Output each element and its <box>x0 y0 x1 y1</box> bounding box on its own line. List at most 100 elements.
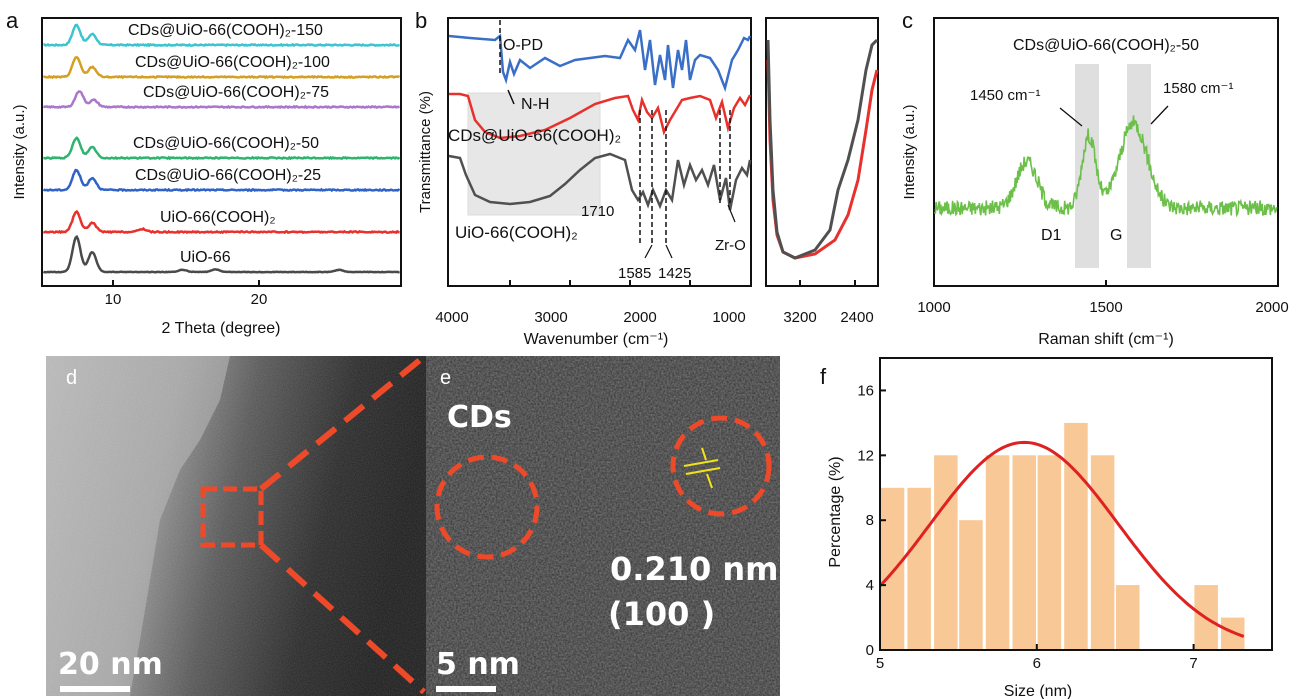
panel-c-band-d1 <box>1075 64 1099 268</box>
panel-b: b O-PD N-H CDs@UiO-66(COOH)₂ UiO-66(COOH… <box>415 8 879 348</box>
panel-f-bar <box>985 455 1010 650</box>
panel-f-y-axis: 0 4 8 12 16 <box>857 382 886 659</box>
panel-e-scale-bar <box>436 686 496 692</box>
panel-b-annotation-1425: 1425 <box>658 265 691 282</box>
panel-b-y-label: Transmittance (%) <box>417 91 434 213</box>
panel-c-annotation-1580: 1580 cm⁻¹ <box>1163 80 1233 97</box>
panel-c-series-line <box>933 115 1278 218</box>
panel-b-x-tick: 1000 <box>712 309 745 326</box>
panel-a-series-line <box>43 23 400 48</box>
panel-a-x-axis: 10 20 2 Theta (degree) <box>105 280 281 337</box>
panel-f-bar <box>934 455 958 650</box>
panel-a-frame <box>41 17 402 287</box>
panel-b-x-label: Wavenumber (cm⁻¹) <box>524 331 669 348</box>
panel-b-inset-frame <box>765 17 879 287</box>
panel-a: a CDs@UiO-66(COOH)₂-150CDs@UiO-66(COOH)₂… <box>6 8 402 337</box>
panel-f-x-label: Size (nm) <box>1004 683 1072 699</box>
panel-e-cd-circle <box>434 454 540 560</box>
panel-a-series-line <box>42 168 401 193</box>
panel-c-x-tick: 1000 <box>917 299 950 316</box>
panel-c-annotation-1450: 1450 cm⁻¹ <box>970 87 1040 104</box>
zoom-line-bottom <box>258 542 427 695</box>
panel-f-x-tick: 7 <box>1189 655 1197 672</box>
panel-f-bar <box>1012 455 1036 650</box>
panel-b-x-tick: 2000 <box>623 309 656 326</box>
panel-c-x-tick: 2000 <box>1255 299 1288 316</box>
panel-b-series-line <box>448 152 752 211</box>
panel-b-series-label: O-PD <box>503 37 543 54</box>
panel-c-arrow <box>1150 105 1169 125</box>
panel-f-y-tick: 12 <box>857 447 874 464</box>
panel-b-letter: b <box>415 8 427 33</box>
panel-b-series-line <box>449 92 752 140</box>
panel-b-arrow <box>507 89 515 105</box>
panel-c-letter: c <box>902 8 913 33</box>
panel-a-series-label: CDs@UiO-66(COOH)₂-50 <box>133 135 319 152</box>
panel-f-y-tick: 16 <box>857 382 874 399</box>
panel-f-x-tick: 6 <box>1033 655 1041 672</box>
panel-e-micrograph: e CDs 0.210 nm (100 ) 5 nm <box>426 356 780 696</box>
panel-a-series-line <box>43 55 400 80</box>
panel-a-series-label: CDs@UiO-66(COOH)₂-75 <box>143 84 329 101</box>
panel-b-annotation-nh: N-H <box>521 96 549 113</box>
panel-f-bar <box>1064 422 1088 650</box>
panel-c-band-g <box>1127 64 1151 268</box>
panel-d-zoom-box <box>200 486 264 548</box>
panel-b-x-tick: 3000 <box>534 309 567 326</box>
panel-a-series-label: UiO-66 <box>180 249 231 266</box>
panel-e-texture <box>426 356 780 696</box>
panel-b-arrow <box>727 204 736 223</box>
panel-a-series-line <box>43 136 401 161</box>
panel-f-x-axis: 5 6 7 <box>876 644 1198 672</box>
panel-d-scale-bar-label: 20 nm <box>58 647 163 682</box>
panel-f-bar <box>959 520 983 650</box>
panel-f-bar <box>1090 455 1115 650</box>
panel-f-bar <box>880 487 905 650</box>
panel-f: f 0 4 8 12 16 5 6 7 Size (nm) Percentage (%) <box>820 357 1273 699</box>
panel-a-series-lines <box>42 23 401 274</box>
panel-b-annotation-1585: 1585 <box>618 265 651 282</box>
panel-c: c CDs@UiO-66(COOH)₂-50 1450 cm⁻¹ 1580 cm… <box>901 8 1289 348</box>
panel-e-letter: e <box>440 367 451 389</box>
panel-b-series-label: UiO-66(COOH)₂ <box>455 223 578 242</box>
panel-f-y-label: Percentage (%) <box>827 456 844 567</box>
panel-a-x-tick: 20 <box>251 291 268 308</box>
panel-a-series-line <box>43 209 400 235</box>
panel-f-y-tick: 0 <box>866 642 874 659</box>
panel-f-letter: f <box>820 364 827 389</box>
panel-c-title: CDs@UiO-66(COOH)₂-50 <box>1013 37 1199 54</box>
panel-a-letter: a <box>6 8 19 33</box>
panel-e-lattice-marker <box>683 447 721 489</box>
panel-e-lattice-spacing: 0.210 nm <box>610 550 778 588</box>
panel-f-bar <box>1037 455 1062 650</box>
panel-a-series-line <box>43 234 400 274</box>
panel-b-inset-line <box>766 38 879 260</box>
panel-d-micrograph: d 20 nm <box>46 356 426 696</box>
panel-e-scale-bar-label: 5 nm <box>436 647 520 682</box>
panel-c-y-label: Intensity (a.u.) <box>901 104 918 199</box>
panel-a-x-label: 2 Theta (degree) <box>162 320 281 337</box>
panel-b-inset-x-tick: 2400 <box>840 309 873 326</box>
panel-f-frame <box>879 357 1273 651</box>
panel-f-bars <box>880 422 1245 650</box>
panel-a-x-tick: 10 <box>105 291 122 308</box>
panel-b-inset-line <box>766 59 879 260</box>
panel-b-annotation-zro: Zr-O <box>715 237 746 254</box>
panel-f-x-tick: 5 <box>876 655 884 672</box>
panel-d-texture <box>46 356 426 696</box>
panel-b-series-line <box>448 29 752 93</box>
panel-a-series-labels: CDs@UiO-66(COOH)₂-150 CDs@UiO-66(COOH)₂-1… <box>128 22 330 266</box>
panel-e-lattice-plane: (100 ) <box>608 595 715 633</box>
panel-a-series-label: CDs@UiO-66(COOH)₂-150 <box>128 22 323 39</box>
panel-e-cds-label: CDs <box>447 400 512 435</box>
panel-d-scale-bar <box>60 686 130 692</box>
panel-c-band-label-g: G <box>1110 227 1122 244</box>
panel-a-series-label: UiO-66(COOH)₂ <box>160 209 276 226</box>
panel-f-y-tick: 4 <box>866 577 874 594</box>
panel-b-annotation-1710: 1710 <box>581 203 614 220</box>
panel-a-series-label: CDs@UiO-66(COOH)₂-25 <box>135 167 321 184</box>
panel-b-series-label: CDs@UiO-66(COOH)₂ <box>448 126 621 145</box>
panel-c-x-label: Raman shift (cm⁻¹) <box>1038 331 1174 348</box>
panel-b-arrow <box>644 244 653 259</box>
panel-c-band-label-d1: D1 <box>1041 227 1062 244</box>
